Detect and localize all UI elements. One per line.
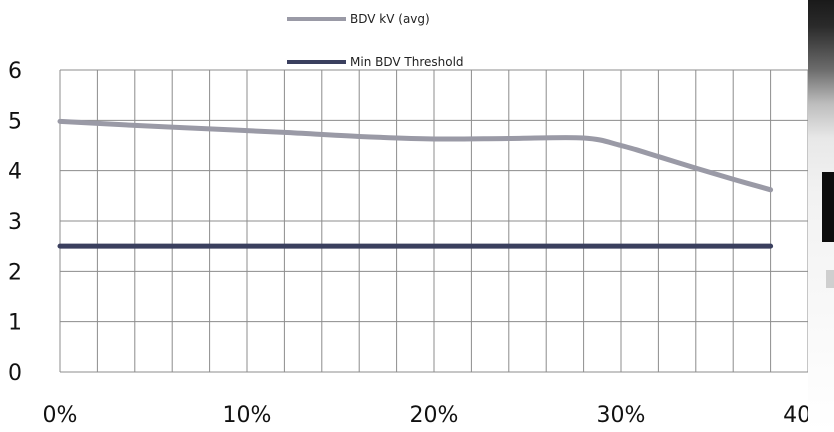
y-tick-label: 3	[8, 210, 22, 235]
x-axis-ticks: 0%10%20%30%40%	[43, 403, 832, 428]
x-tick-label: 10%	[223, 403, 272, 428]
series-bdv-avg-line	[57, 118, 774, 193]
y-axis-ticks: 0 1 2 3 4 5 6	[8, 59, 22, 386]
y-tick-label: 2	[8, 260, 22, 285]
photo-edge	[808, 0, 834, 432]
y-tick-label: 0	[8, 361, 22, 386]
y-tick-label: 4	[8, 160, 22, 185]
photo-light-block	[826, 270, 834, 288]
legend: BDV kV (avg) Min BDV Threshold	[287, 12, 464, 69]
x-tick-label: 20%	[410, 403, 459, 428]
y-tick-label: 5	[8, 109, 22, 134]
legend-item-bdv-avg: BDV kV (avg)	[287, 12, 430, 26]
legend-item-min-threshold: Min BDV Threshold	[287, 55, 464, 69]
x-tick-label: 0%	[43, 403, 78, 428]
series-lines	[57, 118, 774, 249]
y-tick-label: 6	[8, 59, 22, 84]
y-tick-label: 1	[8, 311, 22, 336]
x-tick-label: 30%	[597, 403, 646, 428]
legend-label: BDV kV (avg)	[350, 12, 430, 26]
grid	[59, 69, 809, 373]
legend-label: Min BDV Threshold	[350, 55, 464, 69]
photo-dark-block	[822, 172, 834, 242]
